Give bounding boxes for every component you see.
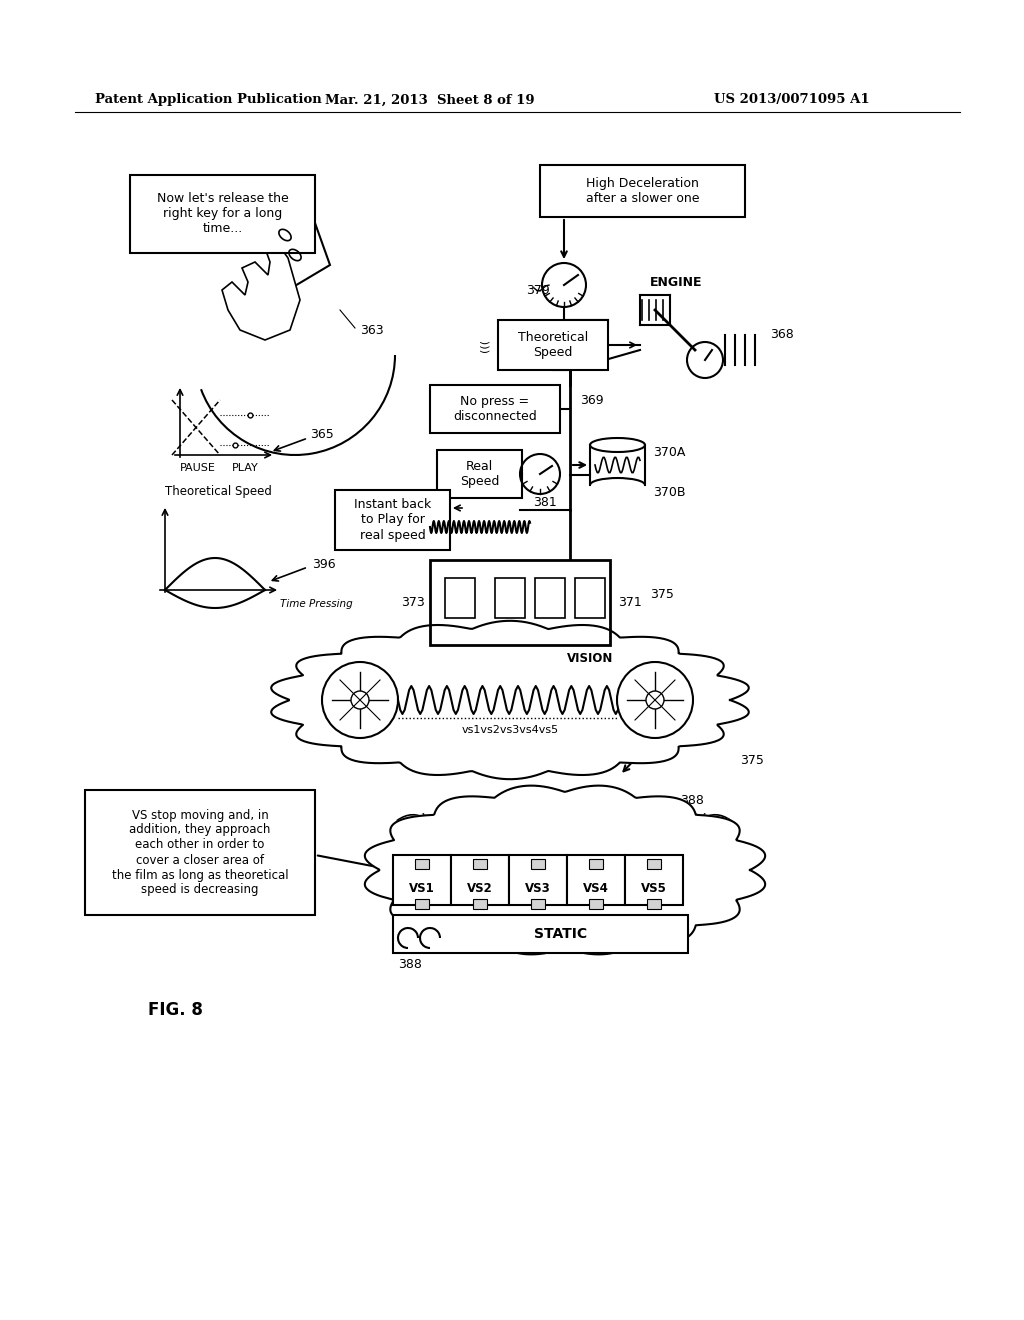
- Bar: [430, 385, 560, 433]
- Circle shape: [322, 663, 398, 738]
- Text: PLAY: PLAY: [231, 463, 258, 473]
- Text: STATIC: STATIC: [534, 927, 587, 941]
- Text: 369: 369: [580, 393, 603, 407]
- Text: 375: 375: [740, 754, 764, 767]
- Bar: [589, 899, 603, 909]
- Text: 378: 378: [376, 520, 400, 533]
- Bar: [531, 859, 545, 869]
- Text: 388: 388: [680, 793, 703, 807]
- Bar: [509, 855, 567, 906]
- Text: VS5: VS5: [641, 882, 667, 895]
- Bar: [415, 859, 429, 869]
- Text: Instant back
to Play for
real speed: Instant back to Play for real speed: [354, 499, 431, 541]
- Text: Time Pressing: Time Pressing: [280, 599, 352, 609]
- Text: FIG. 8: FIG. 8: [147, 1001, 203, 1019]
- Text: ENGINE: ENGINE: [650, 276, 702, 289]
- Text: 371: 371: [618, 597, 642, 609]
- Circle shape: [351, 690, 369, 709]
- Text: 373: 373: [401, 597, 425, 609]
- Text: (((: (((: [480, 338, 490, 351]
- Bar: [415, 899, 429, 909]
- Text: 379: 379: [526, 284, 550, 297]
- Bar: [535, 578, 565, 618]
- Text: VS3: VS3: [525, 882, 551, 895]
- Polygon shape: [222, 244, 300, 341]
- Bar: [393, 855, 451, 906]
- Text: US 2013/0071095 A1: US 2013/0071095 A1: [715, 94, 870, 107]
- Text: No press =
disconnected: No press = disconnected: [454, 395, 537, 422]
- Text: vs1vs2vs3vs4vs5: vs1vs2vs3vs4vs5: [462, 725, 558, 735]
- Text: VS4: VS4: [583, 882, 609, 895]
- Text: 370B: 370B: [653, 487, 685, 499]
- Text: Patent Application Publication: Patent Application Publication: [95, 94, 322, 107]
- Bar: [437, 450, 522, 498]
- Text: 363: 363: [360, 323, 384, 337]
- Bar: [498, 319, 608, 370]
- Polygon shape: [365, 785, 765, 954]
- Text: VS stop moving and, in
addition, they approach
each other in order to
cover a cl: VS stop moving and, in addition, they ap…: [112, 808, 289, 896]
- Bar: [647, 899, 662, 909]
- Text: High Deceleration
after a slower one: High Deceleration after a slower one: [586, 177, 699, 205]
- Text: VS2: VS2: [467, 882, 493, 895]
- Text: Real
Speed: Real Speed: [460, 459, 499, 488]
- Bar: [130, 176, 315, 253]
- Bar: [531, 899, 545, 909]
- Bar: [473, 899, 487, 909]
- Text: 375: 375: [650, 589, 674, 602]
- Text: 388: 388: [398, 958, 422, 972]
- Circle shape: [646, 690, 664, 709]
- Text: VISION: VISION: [567, 652, 613, 665]
- Bar: [567, 855, 625, 906]
- Polygon shape: [271, 620, 749, 779]
- Bar: [495, 578, 525, 618]
- Bar: [473, 859, 487, 869]
- Circle shape: [617, 663, 693, 738]
- Bar: [445, 578, 475, 618]
- Bar: [540, 165, 745, 216]
- Text: Mar. 21, 2013  Sheet 8 of 19: Mar. 21, 2013 Sheet 8 of 19: [326, 94, 535, 107]
- Bar: [647, 859, 662, 869]
- Text: Now let's release the
right key for a long
time...: Now let's release the right key for a lo…: [157, 193, 289, 235]
- Polygon shape: [265, 195, 330, 290]
- Bar: [625, 855, 683, 906]
- Text: 396: 396: [312, 557, 336, 570]
- Bar: [451, 855, 509, 906]
- Bar: [575, 578, 605, 618]
- Bar: [335, 490, 450, 550]
- Bar: [85, 789, 315, 915]
- Text: Theoretical
Speed: Theoretical Speed: [518, 331, 588, 359]
- Bar: [589, 859, 603, 869]
- Text: VS1: VS1: [410, 882, 435, 895]
- Text: PAUSE: PAUSE: [180, 463, 216, 473]
- Text: 368: 368: [770, 329, 794, 342]
- Bar: [393, 915, 688, 953]
- Text: 381: 381: [534, 495, 557, 508]
- Bar: [430, 560, 610, 645]
- Text: 365: 365: [310, 429, 334, 441]
- Text: 370A: 370A: [653, 446, 685, 459]
- Text: Theoretical Speed: Theoretical Speed: [165, 486, 272, 499]
